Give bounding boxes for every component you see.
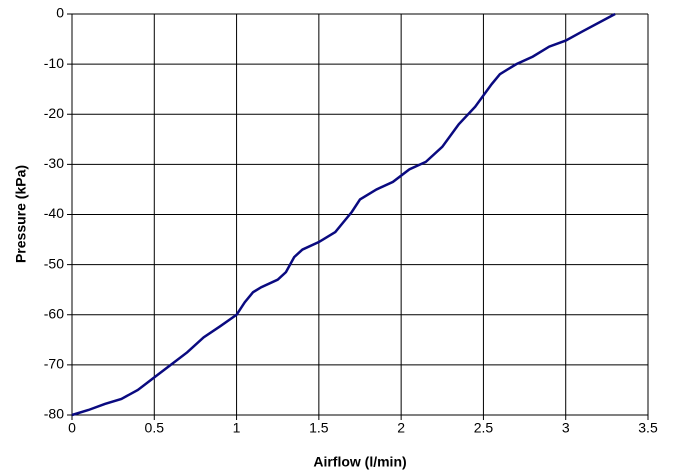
- x-tick-label: 2: [397, 420, 405, 436]
- x-tick-label: 3: [562, 420, 570, 436]
- y-tick-label: -40: [44, 205, 64, 221]
- x-tick-label: 2.5: [474, 420, 494, 436]
- x-tick-label: 3.5: [638, 420, 658, 436]
- x-tick-label: 0.5: [145, 420, 165, 436]
- y-tick-label: -30: [44, 155, 64, 171]
- y-tick-label: -50: [44, 255, 64, 271]
- x-axis-label: Airflow (l/min): [313, 454, 406, 470]
- y-tick-label: -60: [44, 305, 64, 321]
- x-tick-label: 1.5: [309, 420, 329, 436]
- y-tick-label: -20: [44, 105, 64, 121]
- y-tick-label: 0: [56, 5, 64, 21]
- line: [71, 12, 616, 417]
- x-tick-label: 0: [68, 420, 76, 436]
- y-tick-label: -70: [44, 356, 64, 372]
- y-tick-label: -10: [44, 55, 64, 71]
- x-tick-label: 1: [233, 420, 241, 436]
- y-axis-label: Pressure (kPa): [13, 165, 29, 263]
- y-tick-label: -80: [44, 406, 64, 422]
